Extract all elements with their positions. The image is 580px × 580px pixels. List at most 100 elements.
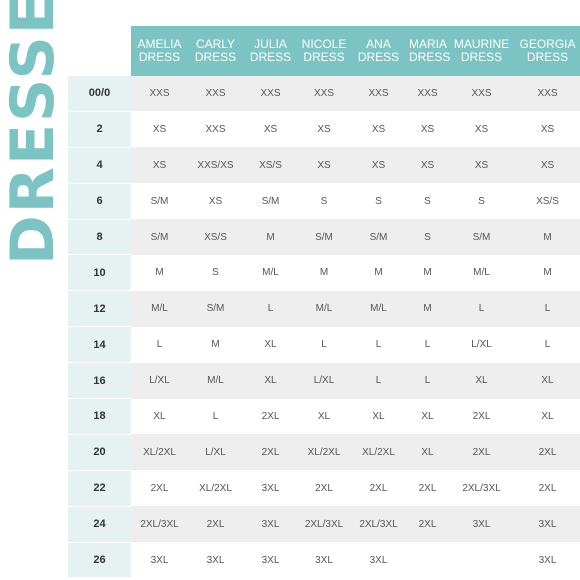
table-cell: XS/S xyxy=(243,147,298,184)
table-cell: XL xyxy=(407,434,448,471)
table-cell: S/M xyxy=(298,219,350,255)
table-cell: 2XL/3XL xyxy=(350,506,407,543)
size-label: 18 xyxy=(68,398,131,435)
table-cell: XXS xyxy=(350,76,407,112)
table-row: 8 S/M XS/S M S/M S/M S S/M M xyxy=(68,219,580,256)
column-header-name: MAURINE xyxy=(453,37,510,51)
table-row: 22 2XL XL/2XL 3XL 2XL 2XL 2XL 2XL/3XL 2XL xyxy=(68,470,580,507)
table-cell: XXS xyxy=(448,76,515,112)
table-row: 24 2XL/3XL 2XL 3XL 2XL/3XL 2XL/3XL 2XL 3XL 3XL xyxy=(68,506,580,543)
table-cell: XL xyxy=(243,362,298,399)
size-rows: 00/0 XXS XXS XXS XXS XXS XXS XXS XXS 2 XS XXS XS XS XS… xyxy=(68,76,580,579)
table-cell: M xyxy=(350,254,407,291)
table-cell: XL/2XL xyxy=(350,434,407,471)
table-cell: XS xyxy=(298,111,350,148)
column-header-type: DRESS xyxy=(138,50,181,64)
table-cell: 3XL xyxy=(515,542,580,578)
table-cell: 2XL xyxy=(407,506,448,543)
table-cell: XXS/XS xyxy=(188,147,243,184)
table-cell: XS/S xyxy=(515,183,580,220)
table-cell: XS xyxy=(188,183,243,220)
table-cell: 2XL/3XL xyxy=(298,506,350,543)
column-header-type: DRESS xyxy=(526,50,569,64)
table-row: 10 M S M/L M M M M/L M xyxy=(68,254,580,292)
table-cell: M/L xyxy=(243,254,298,291)
table-cell: S/M xyxy=(131,219,188,255)
table-cell: 2XL xyxy=(350,470,407,507)
table-cell: L xyxy=(243,290,298,327)
table-cell: XS/S xyxy=(188,219,243,255)
table-cell: 2XL xyxy=(131,470,188,507)
table-cell: 2XL xyxy=(188,506,243,543)
column-header-ana: ANA DRESS xyxy=(350,26,407,76)
table-cell: S xyxy=(407,219,448,255)
table-cell: L xyxy=(298,326,350,363)
table-cell: L xyxy=(407,362,448,399)
table-cell: L xyxy=(448,290,515,327)
column-header-name: AMELIA xyxy=(137,37,182,51)
table-cell: XL/2XL xyxy=(298,434,350,471)
table-cell: M xyxy=(298,254,350,291)
table-cell: M/L xyxy=(448,254,515,291)
table-cell: XS xyxy=(298,147,350,184)
table-row: 12 M/L S/M L M/L M/L M L L xyxy=(68,290,580,328)
table-cell: XL xyxy=(515,362,580,399)
table-cell: L xyxy=(515,326,580,363)
table-cell: 2XL xyxy=(448,434,515,471)
table-cell: S/M xyxy=(448,219,515,255)
table-cell: S xyxy=(407,183,448,220)
table-cell: XXS xyxy=(243,76,298,112)
table-cell: L xyxy=(350,326,407,363)
table-cell: 2XL/3XL xyxy=(131,506,188,543)
table-cell: S/M xyxy=(350,219,407,255)
column-header-maurine: MAURINE DRESS xyxy=(448,26,515,76)
table-cell: M/L xyxy=(350,290,407,327)
table-cell: 2XL xyxy=(243,434,298,471)
column-header-type: DRESS xyxy=(357,50,400,64)
column-header-nicole: NICOLE DRESS xyxy=(298,26,350,76)
table-cell xyxy=(407,542,448,578)
table-cell: XS xyxy=(515,111,580,148)
column-header-name: CARLY xyxy=(195,37,236,51)
table-cell: 2XL xyxy=(448,398,515,435)
table-cell: XS xyxy=(131,147,188,184)
column-header-name: MARIA xyxy=(409,37,448,51)
table-cell: S/M xyxy=(131,183,188,220)
table-cell: XS xyxy=(515,147,580,184)
table-cell: L xyxy=(188,398,243,435)
column-header-type: DRESS xyxy=(194,50,237,64)
size-label: 12 xyxy=(68,290,131,328)
table-cell xyxy=(448,542,515,578)
column-header-type: DRESS xyxy=(409,50,451,64)
column-header-carly: CARLY DRESS xyxy=(188,26,243,76)
table-cell: M/L xyxy=(188,362,243,399)
table-cell: S xyxy=(298,183,350,220)
table-cell: M xyxy=(407,254,448,291)
table-cell: XL xyxy=(298,398,350,435)
table-cell: XS xyxy=(350,147,407,184)
size-label: 10 xyxy=(68,254,131,292)
table-cell: XS xyxy=(243,111,298,148)
size-label: 24 xyxy=(68,506,131,543)
table-cell: XL/2XL xyxy=(131,434,188,471)
table-cell: XXS xyxy=(298,76,350,112)
size-label: 00/0 xyxy=(68,76,131,112)
page-title: DRESSES xyxy=(0,0,68,265)
table-cell: L xyxy=(515,290,580,327)
table-cell: XL xyxy=(350,398,407,435)
table-cell: 3XL xyxy=(243,542,298,578)
table-cell: XXS xyxy=(407,76,448,112)
column-header-amelia: AMELIA DRESS xyxy=(131,26,188,76)
column-header-type: DRESS xyxy=(249,50,292,64)
column-header-name: GEORGIA xyxy=(519,37,576,51)
size-label: 8 xyxy=(68,219,131,256)
table-cell: 3XL xyxy=(243,506,298,543)
table-cell: M/L xyxy=(298,290,350,327)
table-cell: L/XL xyxy=(448,326,515,363)
table-cell: 3XL xyxy=(350,542,407,578)
table-cell: 3XL xyxy=(131,542,188,578)
table-cell: S/M xyxy=(188,290,243,327)
table-cell: S/M xyxy=(243,183,298,220)
table-cell: XL xyxy=(407,398,448,435)
table-cell: L/XL xyxy=(188,434,243,471)
